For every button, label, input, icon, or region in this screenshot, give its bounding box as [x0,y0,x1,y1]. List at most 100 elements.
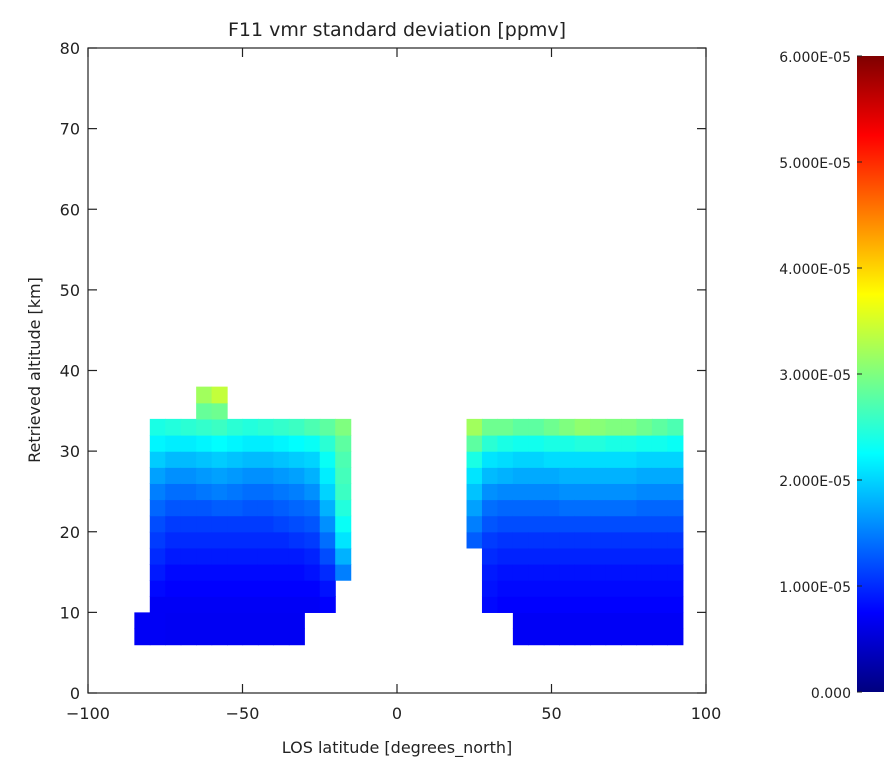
heatmap-cell [543,483,560,501]
heatmap-cell [211,402,228,420]
heatmap-cell [590,499,607,517]
heatmap-cell [481,564,499,581]
heatmap-cell [543,580,560,597]
heatmap-cell [481,418,499,436]
heatmap-cell [651,435,668,452]
heatmap-cell [165,515,182,533]
heatmap-cell [288,547,305,565]
heatmap-cell [636,628,653,646]
heatmap-cell [605,564,622,581]
heatmap-cell [621,451,638,468]
heatmap-cell [288,499,305,517]
heatmap-cell [257,596,274,613]
heatmap-cell [590,467,607,484]
heatmap-cell [667,596,684,613]
heatmap-cell [590,418,607,436]
heatmap-cell [466,451,483,468]
colorbar-tick-label: 4.000E-05 [779,262,851,278]
heatmap-cell [165,483,182,501]
y-tick-label: 60 [60,200,80,219]
x-tick-label: 100 [691,704,722,723]
heatmap-cell [165,467,182,484]
heatmap-cell [196,596,213,613]
heatmap-cell [481,580,499,597]
heatmap-cell [590,564,607,581]
heatmap-cell [651,531,668,549]
heatmap-cell [574,451,591,468]
heatmap-cell [242,483,259,501]
heatmap-cell [257,467,274,484]
heatmap-cell [559,531,576,549]
heatmap-cell [196,531,213,549]
heatmap-cell [196,499,213,517]
y-tick-label: 40 [60,362,80,381]
heatmap-cell [273,531,290,549]
heatmap-cell [466,483,483,501]
heatmap-cell [466,515,483,533]
heatmap-cell [304,467,321,484]
heatmap-cell [149,418,166,436]
heatmap-cell [335,451,352,468]
colorbar-tick-label: 5.000E-05 [779,156,851,172]
heatmap-cell [227,628,244,646]
heatmap-cell [636,612,653,630]
heatmap-cell [590,612,607,630]
heatmap-cell [165,451,182,468]
heatmap-cell [227,596,244,613]
heatmap-cell [667,435,684,452]
heatmap-cell [149,451,166,468]
heatmap-cell [257,612,274,630]
heatmap-cell [497,596,514,613]
heatmap-cell [180,531,197,549]
heatmap-cell [481,547,499,565]
heatmap-cell [165,531,182,549]
heatmap-cell [165,547,182,565]
heatmap-cell [242,531,259,549]
heatmap-cell [621,564,638,581]
heatmap-cell [667,628,684,646]
heatmap-cell [621,515,638,533]
heatmap-cell [149,596,166,613]
heatmap-cell [149,515,166,533]
heatmap-cell [605,499,622,517]
heatmap-cell [149,499,166,517]
heatmap-cell [667,451,684,468]
heatmap-cell [559,483,576,501]
heatmap-cell [559,628,576,646]
heatmap-cell [497,531,514,549]
heatmap-cell [574,515,591,533]
heatmap-cell [621,612,638,630]
heatmap-cell [227,467,244,484]
heatmap-cell [304,564,321,581]
y-tick-label: 0 [70,684,80,703]
heatmap-cell [590,547,607,565]
heatmap-cell [242,418,259,436]
heatmap-cell [636,435,653,452]
colorbar-tick-label: 0.000 [811,686,851,702]
heatmap-cell [605,596,622,613]
y-tick-label: 10 [60,603,80,622]
heatmap-cell [543,451,560,468]
heatmap-cell [211,580,228,597]
heatmap-cell [273,547,290,565]
heatmap-cell [667,580,684,597]
heatmap-cell [605,418,622,436]
heatmap-cell [257,435,274,452]
heatmap-cell [621,499,638,517]
heatmap-cell [605,612,622,630]
heatmap-cell [257,547,274,565]
heatmap-cell [512,418,529,436]
heatmap-cell [605,531,622,549]
heatmap-cell [559,435,576,452]
heatmap-cell [304,531,321,549]
heatmap-cell [497,564,514,581]
heatmap-cell [466,499,483,517]
heatmap-cell [211,515,228,533]
heatmap-cell [196,580,213,597]
heatmap-cell [196,628,213,646]
heatmap-cell [257,483,274,501]
heatmap-cell [180,580,197,597]
heatmap-cell [288,596,305,613]
heatmap-cell [497,499,514,517]
